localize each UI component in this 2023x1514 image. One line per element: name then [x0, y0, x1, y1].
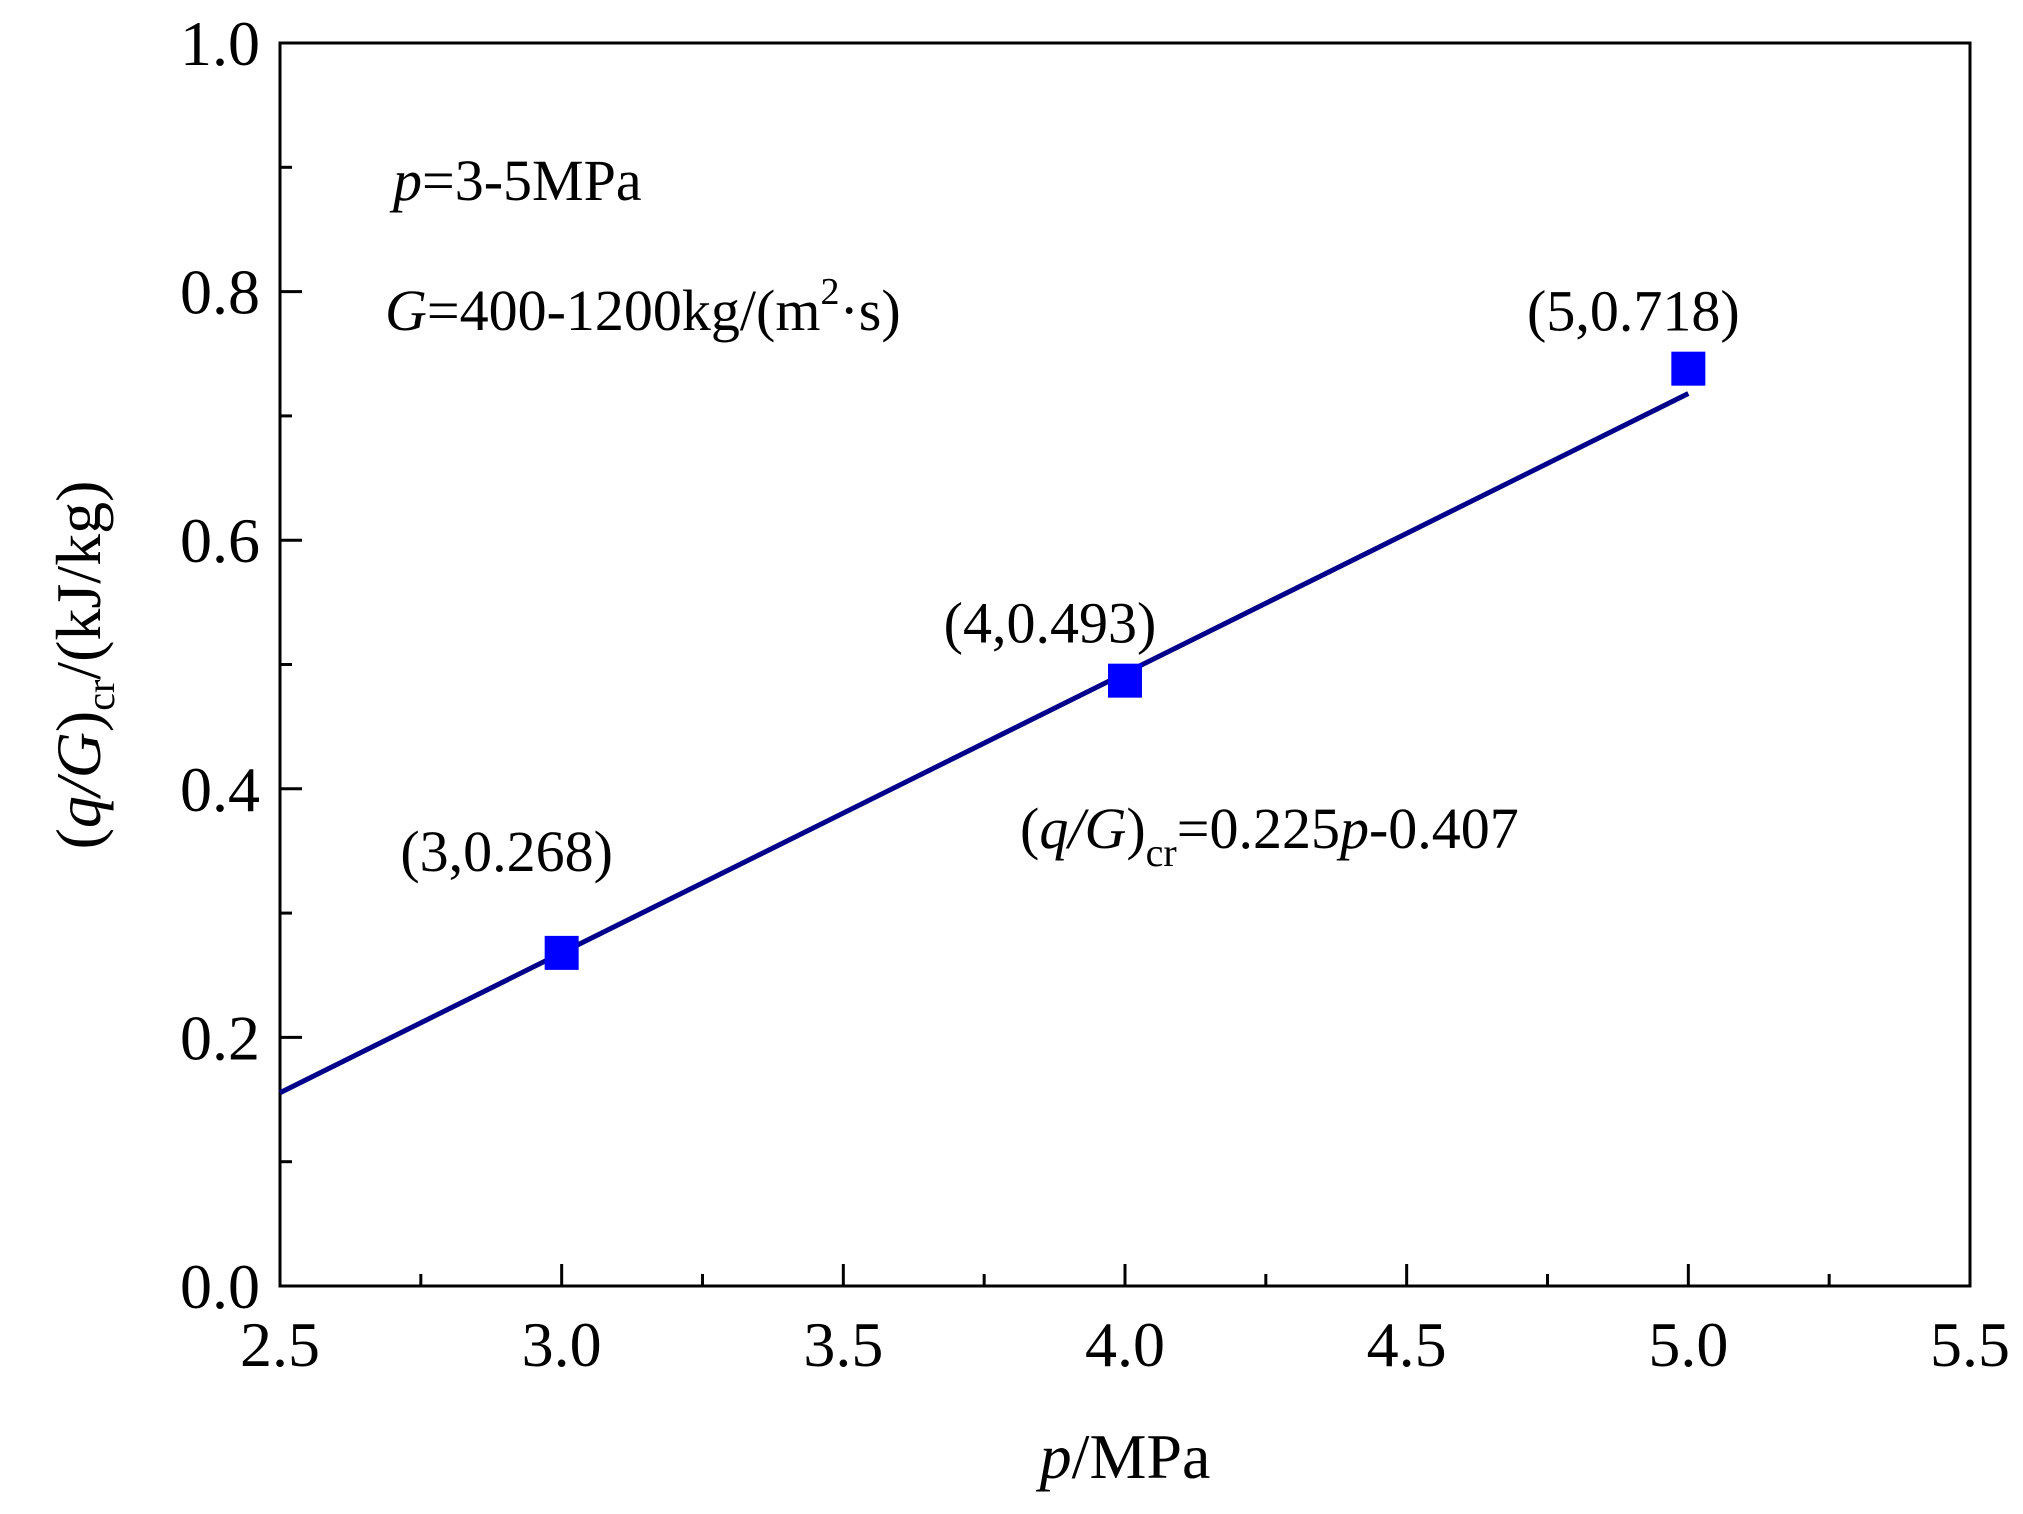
fit-equation: (q/G)cr=0.225p-0.407: [1020, 796, 1519, 875]
x-tick-label: 3.5: [803, 1309, 883, 1380]
x-axis-title: p/MPa: [1036, 1421, 1211, 1492]
mass-flux-annotation: G=400-1200kg/(m2·s): [385, 271, 901, 343]
point-labels: (3,0.268) (4,0.493) (5,0.718): [400, 279, 1739, 884]
pressure-range-annotation: p=3-5MPa: [389, 148, 642, 213]
y-tick-label: 0.2: [180, 1002, 260, 1073]
y-tick-label: 0.8: [180, 257, 260, 328]
x-tick-label: 3.0: [522, 1309, 602, 1380]
x-tick-label: 4.5: [1367, 1309, 1447, 1380]
y-tick-label: 0.6: [180, 505, 260, 576]
data-point-label: (5,0.718): [1527, 279, 1740, 344]
data-point: [1108, 663, 1142, 698]
y-tick-label: 1.0: [180, 8, 260, 79]
data-point: [1671, 351, 1706, 386]
fit-line: [278, 391, 1690, 1095]
y-axis-title: (q/G)cr/(kJ/kg): [43, 481, 123, 850]
data-points: [544, 351, 1706, 970]
data-point-label: (4,0.493): [944, 591, 1157, 656]
axis-ticks: [278, 41, 1972, 1288]
x-tick-label: 5.0: [1648, 1309, 1728, 1380]
y-tick-label: 0.4: [180, 754, 260, 825]
x-tick-label: 4.0: [1085, 1309, 1165, 1380]
y-tick-label: 0.0: [180, 1251, 260, 1322]
tick-labels: 2.5 3.0 3.5 4.0 4.5 5.0 5.5 0.0 0.2 0.4 0.6 0.8 1.0: [180, 8, 2010, 1380]
x-tick-label: 5.5: [1930, 1309, 2010, 1380]
data-point-label: (3,0.268): [400, 819, 613, 884]
x-tick-label: 2.5: [240, 1309, 320, 1380]
data-point: [544, 935, 579, 970]
